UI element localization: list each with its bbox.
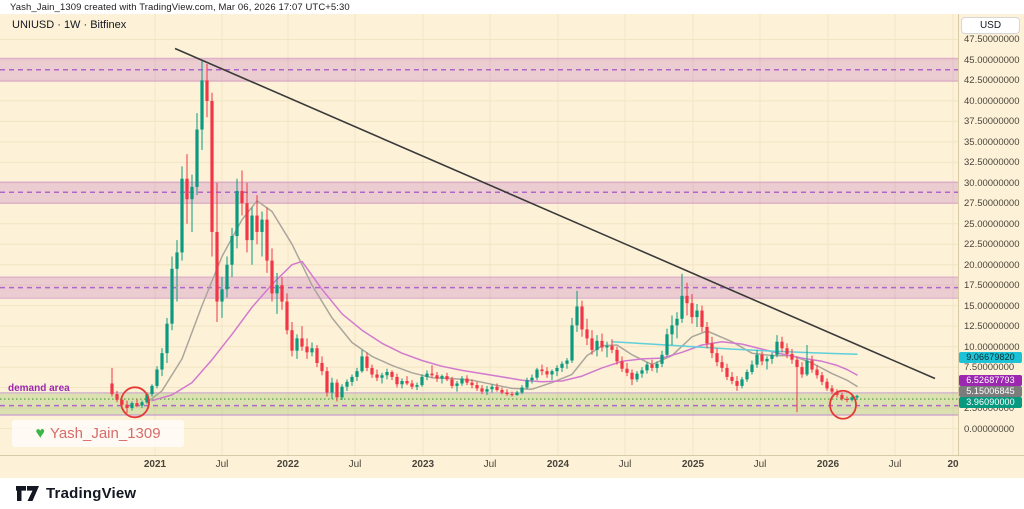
snapshot-attribution: Yash_Jain_1309 created with TradingView.… (10, 2, 350, 13)
watermark-card: ♥ Yash_Jain_1309 (12, 420, 184, 447)
currency-unit-button[interactable]: USD (961, 17, 1020, 34)
time-tick-label: 2026 (816, 459, 840, 470)
time-tick-label: Jul (348, 459, 362, 470)
price-tick-label: 37.50000000 (964, 116, 1020, 128)
price-tick-label: 15.00000000 (964, 300, 1020, 312)
price-tick-label: 22.50000000 (964, 239, 1020, 251)
time-tick-label: 2022 (276, 459, 300, 470)
tradingview-logo-icon (16, 486, 39, 501)
price-level-badge: 6.52687793 (959, 374, 1022, 386)
price-chart-canvas[interactable] (0, 14, 958, 455)
tradingview-logo-text: TradingView (46, 485, 137, 502)
footer-bar: TradingView (0, 478, 1024, 509)
time-tick-label: 20 (947, 459, 959, 470)
price-tick-label: 25.00000000 (964, 218, 1020, 230)
price-level-badge: 3.96090000 (959, 396, 1022, 408)
green-heart-icon: ♥ (35, 424, 45, 442)
time-tick-label: 2023 (411, 459, 435, 470)
time-tick-label: Jul (753, 459, 767, 470)
time-tick-label: Jul (483, 459, 497, 470)
price-level-badge: 9.06679820 (959, 352, 1022, 363)
price-tick-label: 45.00000000 (964, 54, 1020, 66)
price-level-badge: 5.15006845 (959, 385, 1022, 397)
time-tick-label: Jul (215, 459, 229, 470)
time-tick-label: 2024 (546, 459, 570, 470)
price-tick-label: 17.50000000 (964, 280, 1020, 292)
tradingview-logo[interactable]: TradingView (16, 485, 136, 502)
price-tick-label: 0.00000000 (964, 423, 1015, 435)
price-tick-label: 7.50000000 (964, 362, 1015, 374)
time-tick-label: 2025 (681, 459, 705, 470)
demand-area-label: demand area (8, 383, 70, 394)
price-tick-label: 12.50000000 (964, 321, 1020, 333)
time-axis-panel[interactable] (0, 455, 1024, 478)
time-tick-label: Jul (888, 459, 902, 470)
time-tick-label: 2021 (143, 459, 167, 470)
price-tick-label: 32.50000000 (964, 157, 1020, 169)
symbol-legend: UNIUSD · 1W · Bitfinex (12, 19, 127, 31)
price-tick-label: 47.50000000 (964, 34, 1020, 46)
price-tick-label: 42.50000000 (964, 75, 1020, 87)
price-tick-label: 30.00000000 (964, 177, 1020, 189)
price-tick-label: 35.00000000 (964, 136, 1020, 148)
price-tick-label: 2.50000000 (964, 403, 1015, 415)
time-tick-label: Jul (618, 459, 632, 470)
price-tick-label: 10.00000000 (964, 341, 1020, 353)
price-tick-label: 20.00000000 (964, 259, 1020, 271)
watermark-username: Yash_Jain_1309 (49, 425, 161, 442)
price-tick-label: 40.00000000 (964, 95, 1020, 107)
price-tick-label: 27.50000000 (964, 198, 1020, 210)
